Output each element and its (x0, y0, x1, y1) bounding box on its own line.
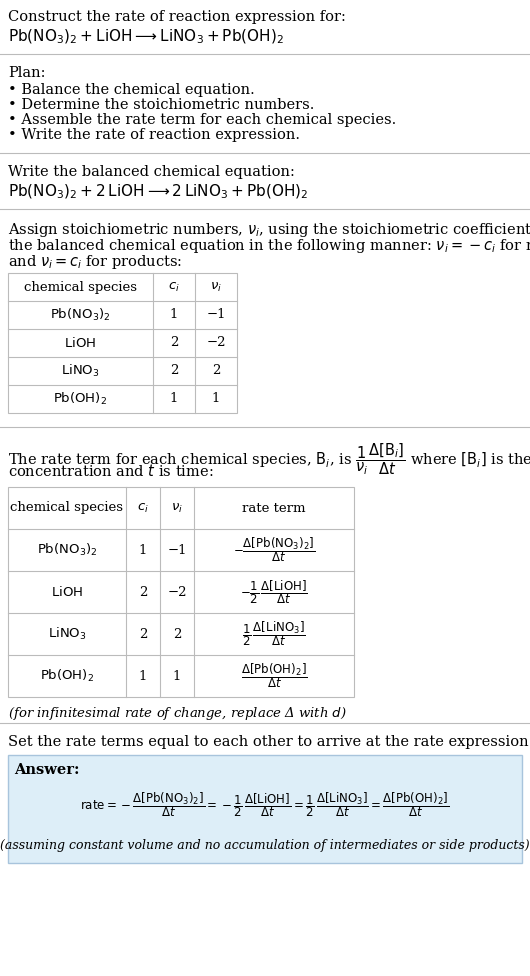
Text: −2: −2 (167, 586, 187, 598)
Text: $\nu_i$: $\nu_i$ (171, 502, 183, 514)
Text: The rate term for each chemical species, $\mathrm{B}_i$, is $\dfrac{1}{\nu_i}\df: The rate term for each chemical species,… (8, 441, 530, 476)
Text: $\mathrm{Pb(NO_3)_2}$: $\mathrm{Pb(NO_3)_2}$ (37, 542, 97, 558)
Text: 1: 1 (139, 544, 147, 556)
Text: $\mathrm{LiNO_3}$: $\mathrm{LiNO_3}$ (61, 363, 100, 379)
Bar (8, 755, 522, 863)
Text: $\nu_i$: $\nu_i$ (210, 280, 222, 294)
Text: Construct the rate of reaction expression for:: Construct the rate of reaction expressio… (8, 10, 346, 24)
Text: 1: 1 (170, 308, 178, 321)
Text: 1: 1 (173, 670, 181, 682)
Text: and $\nu_i = c_i$ for products:: and $\nu_i = c_i$ for products: (8, 253, 182, 271)
Text: $\mathrm{Pb(OH)_2}$: $\mathrm{Pb(OH)_2}$ (40, 668, 94, 684)
Text: Write the balanced chemical equation:: Write the balanced chemical equation: (8, 165, 295, 179)
Text: 1: 1 (139, 670, 147, 682)
Text: 2: 2 (139, 586, 147, 598)
Text: $\dfrac{\Delta[\mathrm{Pb(OH)_2}]}{\Delta t}$: $\dfrac{\Delta[\mathrm{Pb(OH)_2}]}{\Delt… (241, 662, 307, 690)
Text: −1: −1 (167, 544, 187, 556)
Text: the balanced chemical equation in the following manner: $\nu_i = -c_i$ for react: the balanced chemical equation in the fo… (8, 237, 530, 255)
Text: −1: −1 (206, 308, 226, 321)
Text: (assuming constant volume and no accumulation of intermediates or side products): (assuming constant volume and no accumul… (0, 838, 530, 851)
Text: chemical species: chemical species (11, 502, 123, 514)
Text: 2: 2 (212, 364, 220, 378)
Text: $c_i$: $c_i$ (137, 502, 149, 514)
Text: −2: −2 (206, 337, 226, 349)
Text: $c_i$: $c_i$ (168, 280, 180, 294)
Text: 2: 2 (170, 364, 178, 378)
Text: 2: 2 (139, 628, 147, 640)
Text: $-\dfrac{1}{2}\,\dfrac{\Delta[\mathrm{LiOH}]}{\Delta t}$: $-\dfrac{1}{2}\,\dfrac{\Delta[\mathrm{Li… (240, 578, 308, 606)
Text: concentration and $t$ is time:: concentration and $t$ is time: (8, 463, 214, 479)
Text: • Write the rate of reaction expression.: • Write the rate of reaction expression. (8, 128, 300, 142)
Text: $\mathrm{LiOH}$: $\mathrm{LiOH}$ (65, 336, 96, 350)
Text: 1: 1 (170, 392, 178, 405)
Text: $\mathrm{rate} = -\dfrac{\Delta[\mathrm{Pb(NO_3)_2}]}{\Delta t} = -\dfrac{1}{2}\: $\mathrm{rate} = -\dfrac{\Delta[\mathrm{… (80, 791, 450, 820)
Text: rate term: rate term (242, 502, 306, 514)
Text: Answer:: Answer: (14, 763, 80, 777)
Text: $\mathrm{Pb(OH)_2}$: $\mathrm{Pb(OH)_2}$ (54, 391, 108, 407)
Text: 1: 1 (212, 392, 220, 405)
Text: Assign stoichiometric numbers, $\nu_i$, using the stoichiometric coefficients, $: Assign stoichiometric numbers, $\nu_i$, … (8, 221, 530, 239)
Text: $\mathrm{LiNO_3}$: $\mathrm{LiNO_3}$ (48, 626, 86, 642)
Text: $\mathrm{Pb(NO_3)_2 + 2\,LiOH \longrightarrow 2\,LiNO_3 + Pb(OH)_2}$: $\mathrm{Pb(NO_3)_2 + 2\,LiOH \longright… (8, 183, 308, 201)
Text: $\mathrm{LiOH}$: $\mathrm{LiOH}$ (51, 585, 83, 599)
Bar (8, 273, 237, 413)
Text: chemical species: chemical species (24, 280, 137, 294)
Text: Set the rate terms equal to each other to arrive at the rate expression:: Set the rate terms equal to each other t… (8, 735, 530, 749)
Text: 2: 2 (173, 628, 181, 640)
Text: Plan:: Plan: (8, 66, 46, 80)
Text: 2: 2 (170, 337, 178, 349)
Text: (for infinitesimal rate of change, replace Δ with $d$): (for infinitesimal rate of change, repla… (8, 705, 347, 722)
Text: $\mathrm{Pb(NO_3)_2}$: $\mathrm{Pb(NO_3)_2}$ (50, 306, 111, 323)
Text: $\dfrac{1}{2}\,\dfrac{\Delta[\mathrm{LiNO_3}]}{\Delta t}$: $\dfrac{1}{2}\,\dfrac{\Delta[\mathrm{LiN… (242, 620, 306, 648)
Text: $-\dfrac{\Delta[\mathrm{Pb(NO_3)_2}]}{\Delta t}$: $-\dfrac{\Delta[\mathrm{Pb(NO_3)_2}]}{\D… (233, 536, 315, 564)
Text: • Assemble the rate term for each chemical species.: • Assemble the rate term for each chemic… (8, 113, 396, 127)
Bar (8, 487, 354, 697)
Text: $\mathrm{Pb(NO_3)_2 + LiOH \longrightarrow LiNO_3 + Pb(OH)_2}$: $\mathrm{Pb(NO_3)_2 + LiOH \longrightarr… (8, 28, 284, 47)
Text: • Determine the stoichiometric numbers.: • Determine the stoichiometric numbers. (8, 98, 314, 112)
Text: • Balance the chemical equation.: • Balance the chemical equation. (8, 83, 255, 97)
